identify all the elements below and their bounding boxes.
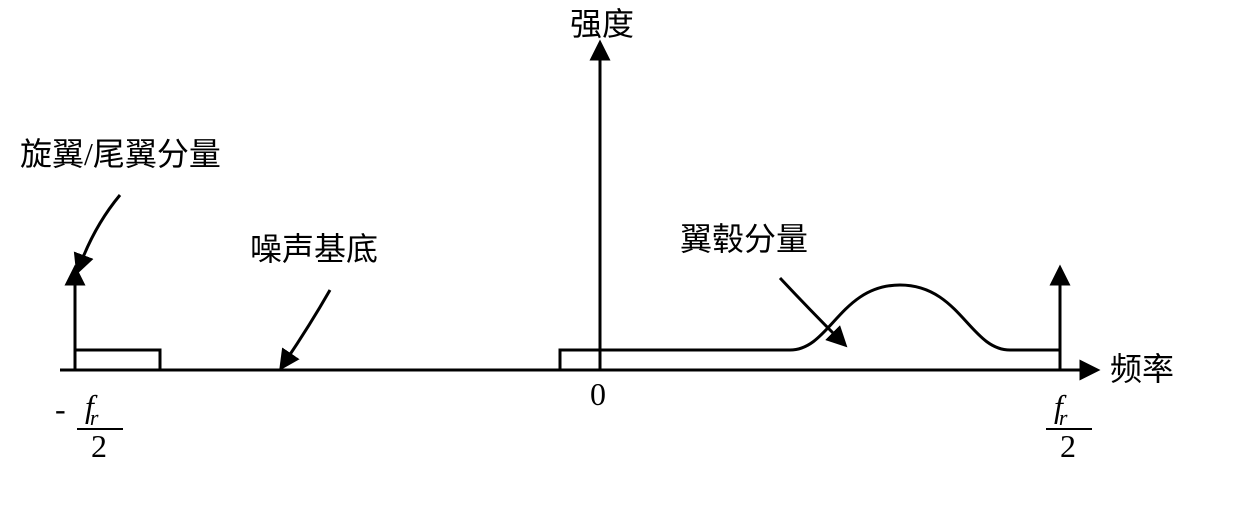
x-axis-label: 频率	[1110, 351, 1174, 387]
y-axis-label: 强度	[570, 6, 634, 42]
rotor-tail-leader	[80, 195, 120, 265]
svg-text:2: 2	[91, 428, 107, 464]
noise-floor-leader	[285, 290, 330, 362]
svg-text:2: 2	[1060, 428, 1076, 464]
svg-text:-: -	[55, 391, 66, 427]
svg-text:fr: fr	[85, 388, 99, 430]
noise-floor-label: 噪声基底	[250, 231, 378, 267]
x-tick-left: - fr 2	[55, 388, 123, 464]
hub-label: 翼毂分量	[680, 221, 808, 257]
hub-leader	[780, 278, 840, 340]
left-shelf	[75, 350, 160, 370]
spectrum-diagram: 旋翼/尾翼分量 噪声基底 翼毂分量 强度 频率 0 - fr 2 fr 2	[0, 0, 1240, 510]
origin-label: 0	[590, 376, 606, 412]
svg-text:fr: fr	[1054, 388, 1068, 430]
x-tick-right: fr 2	[1046, 388, 1092, 464]
right-trace	[560, 285, 1060, 370]
rotor-tail-label: 旋翼/尾翼分量	[20, 136, 221, 172]
